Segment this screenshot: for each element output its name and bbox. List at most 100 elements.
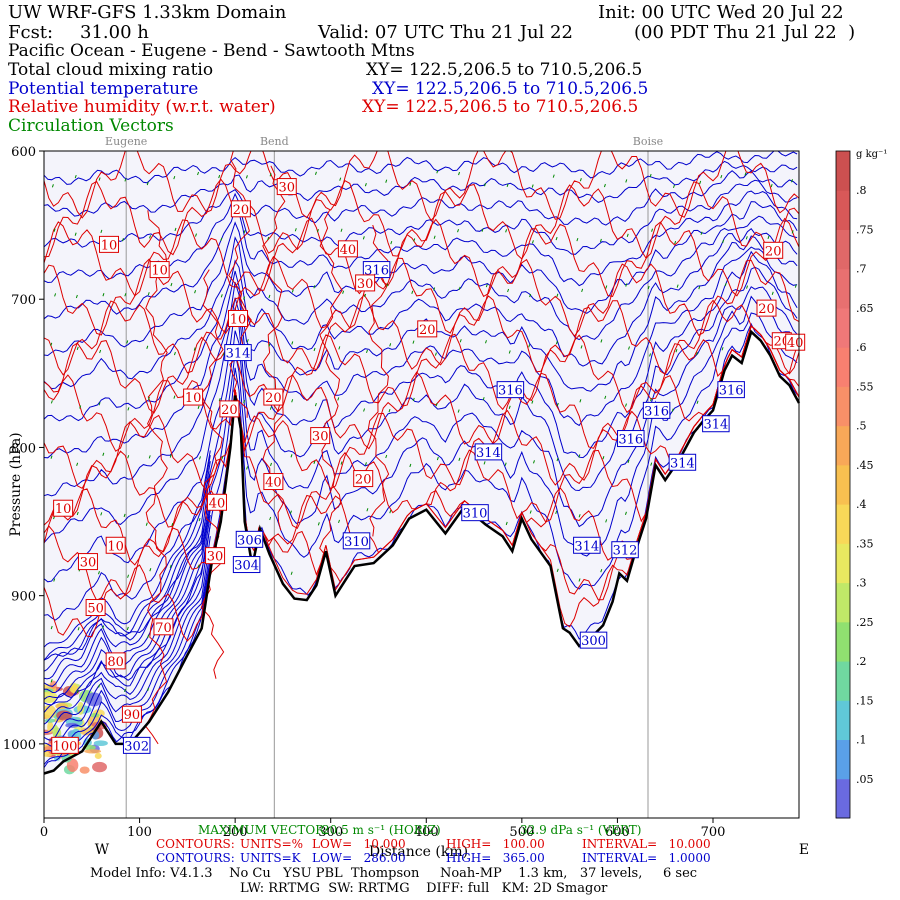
wind-vector [579,178,582,182]
rh-label: 30 [312,430,329,445]
wind-vector [435,403,438,407]
theta-label: 310 [463,507,488,522]
rh-label: 10 [185,391,202,406]
wind-vector [169,454,172,458]
wind-vector [146,345,149,349]
wind-vector [268,343,271,347]
wind-vector [50,342,53,347]
wind-vector [700,231,703,235]
x-tick-label: 600 [605,825,630,840]
wind-vector [555,510,558,515]
wind-vector [316,229,319,233]
cloud-cell [55,703,69,710]
wind-vector [195,233,197,237]
rh-label: 50 [87,602,104,617]
wind-vector [290,571,293,575]
wind-vector [508,405,511,409]
wind-vector [720,174,723,179]
wind-vector [721,347,724,351]
wind-vector [531,184,534,188]
wind-vector [458,457,461,461]
wind-vector [457,229,460,233]
wind-vector [483,461,486,465]
x-tick-label: 300 [318,825,343,840]
theta-contour-line [44,295,798,661]
colorbar-swatch [836,347,850,387]
rh-label-box [105,536,126,554]
wind-vector [74,232,77,236]
max-vector-label: MAXIMUM VECTOR: [198,823,329,837]
colorbar-swatch [836,582,850,623]
theta-label-box [342,532,371,550]
wind-vector [149,568,152,572]
wind-vector [220,294,223,298]
rh-label: 10 [55,502,72,517]
rh-label-box [228,309,249,327]
wind-vector [50,400,53,404]
theta-contour-line [44,190,798,320]
wind-vector [197,405,200,409]
theta-contour-line [44,286,798,621]
rh-label: 30 [278,181,295,196]
colorbar-tick-label: .25 [856,616,874,629]
west-label: W [95,842,110,858]
wind-vector [794,284,797,288]
cloud-cell [93,740,108,747]
x-tick-label: 400 [414,825,439,840]
wind-vector [504,462,507,466]
cloud-cell [44,691,58,703]
wind-vector [146,181,149,186]
wind-vector [338,519,340,524]
theta-contour-line [44,160,798,217]
wind-vector [218,174,221,179]
wind-vector [579,399,582,403]
cloud-cell [79,727,94,736]
wind-vector [605,285,608,289]
wind-vector [76,462,79,466]
theta-label: 306 [237,533,262,548]
wind-vector [552,174,555,178]
x-tick-label: 0 [40,825,48,840]
wind-vector [246,339,249,343]
wind-vector [124,688,127,693]
wind-vector [50,679,53,683]
rh-contour-line [44,255,799,337]
x-tick-label: 200 [223,825,248,840]
y-tick-label: 1000 [3,738,36,753]
wind-vector [148,455,151,459]
wind-vector [671,408,674,412]
wind-vector [51,184,54,188]
wind-vector [459,339,462,343]
wind-vector [556,457,559,462]
wind-vector [581,288,584,293]
wind-vector [647,285,650,290]
rh-contour-prefix: CONTOURS: [156,837,235,851]
colorbar-swatch [836,151,850,191]
colorbar-tick-label: .55 [856,380,874,393]
field-cloud-title: Total cloud mixing ratio [8,60,214,80]
field-theta-title: Potential temperature [8,79,199,99]
theta-label-box [702,415,730,433]
wind-vector [744,172,747,176]
forecast-label: Fcst: [8,22,54,43]
rh-label-box [51,736,79,754]
east-label: E [799,842,809,858]
wind-vector [174,227,177,232]
theta-label: 316 [618,433,643,448]
y-tick-label: 600 [11,145,36,160]
wind-vector [98,177,101,181]
field-rh-title: Relative humidity (w.r.t. water) [8,97,276,117]
region-title: Pacific Ocean - Eugene - Bend - Sawtooth… [8,41,415,61]
wind-vector [98,684,101,688]
colorbar-tick-label: .4 [856,498,867,511]
x-tick-label: 500 [509,825,534,840]
wind-vector [485,283,488,288]
wind-vector [199,456,201,460]
max-vector-vert: 32.9 dPa s⁻¹ (VERT) [520,823,642,837]
rh-label-box [310,427,331,445]
wind-vector [317,522,320,526]
wind-vector [436,170,439,174]
rh-label: 20 [765,244,782,259]
theta-label-box [617,430,645,448]
